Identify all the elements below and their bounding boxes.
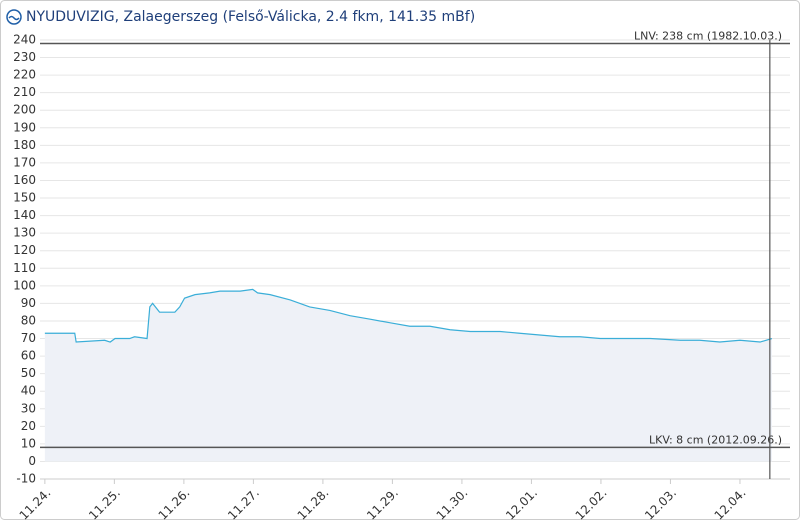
- y-tick-label: 240: [13, 33, 36, 47]
- y-tick-label: 40: [21, 384, 36, 398]
- y-tick-label: 70: [21, 331, 36, 345]
- y-tick-label: 100: [13, 278, 36, 292]
- y-tick-label: 230: [13, 50, 36, 64]
- y-tick-label: 80: [21, 313, 36, 327]
- reference-label: LKV: 8 cm (2012.09.26.): [649, 433, 782, 446]
- y-tick-label: 130: [13, 226, 36, 240]
- y-tick-label: 30: [21, 401, 36, 415]
- y-tick-label: 60: [21, 349, 36, 363]
- y-tick-label: 10: [21, 436, 36, 450]
- y-tick-label: -10: [16, 472, 36, 486]
- area: [44, 289, 772, 462]
- reference-label: LNV: 238 cm (1982.10.03.): [634, 30, 782, 43]
- y-tick-label: 160: [13, 173, 36, 187]
- y-tick-label: 0: [28, 454, 36, 468]
- line: [44, 288, 773, 343]
- y-tick-label: 150: [13, 191, 36, 205]
- y-tick-label: 50: [21, 366, 36, 380]
- y-tick-label: 180: [13, 138, 36, 152]
- y-tick-label: 20: [21, 419, 36, 433]
- y-tick-label: 170: [13, 155, 36, 169]
- chart-title: NYUDUVIZIG, Zalaegerszeg (Felső-Válicka,…: [26, 9, 475, 25]
- y-tick-label: 120: [13, 243, 36, 257]
- y-tick-label: 110: [13, 261, 36, 275]
- y-tick-label: 90: [21, 296, 36, 310]
- y-tick-label: 220: [13, 68, 36, 82]
- y-tick-label: 210: [13, 85, 36, 99]
- logo: [6, 9, 22, 25]
- y-tick-label: 190: [13, 120, 36, 134]
- y-tick-label: 200: [13, 103, 36, 117]
- y-tick-label: 140: [13, 208, 36, 222]
